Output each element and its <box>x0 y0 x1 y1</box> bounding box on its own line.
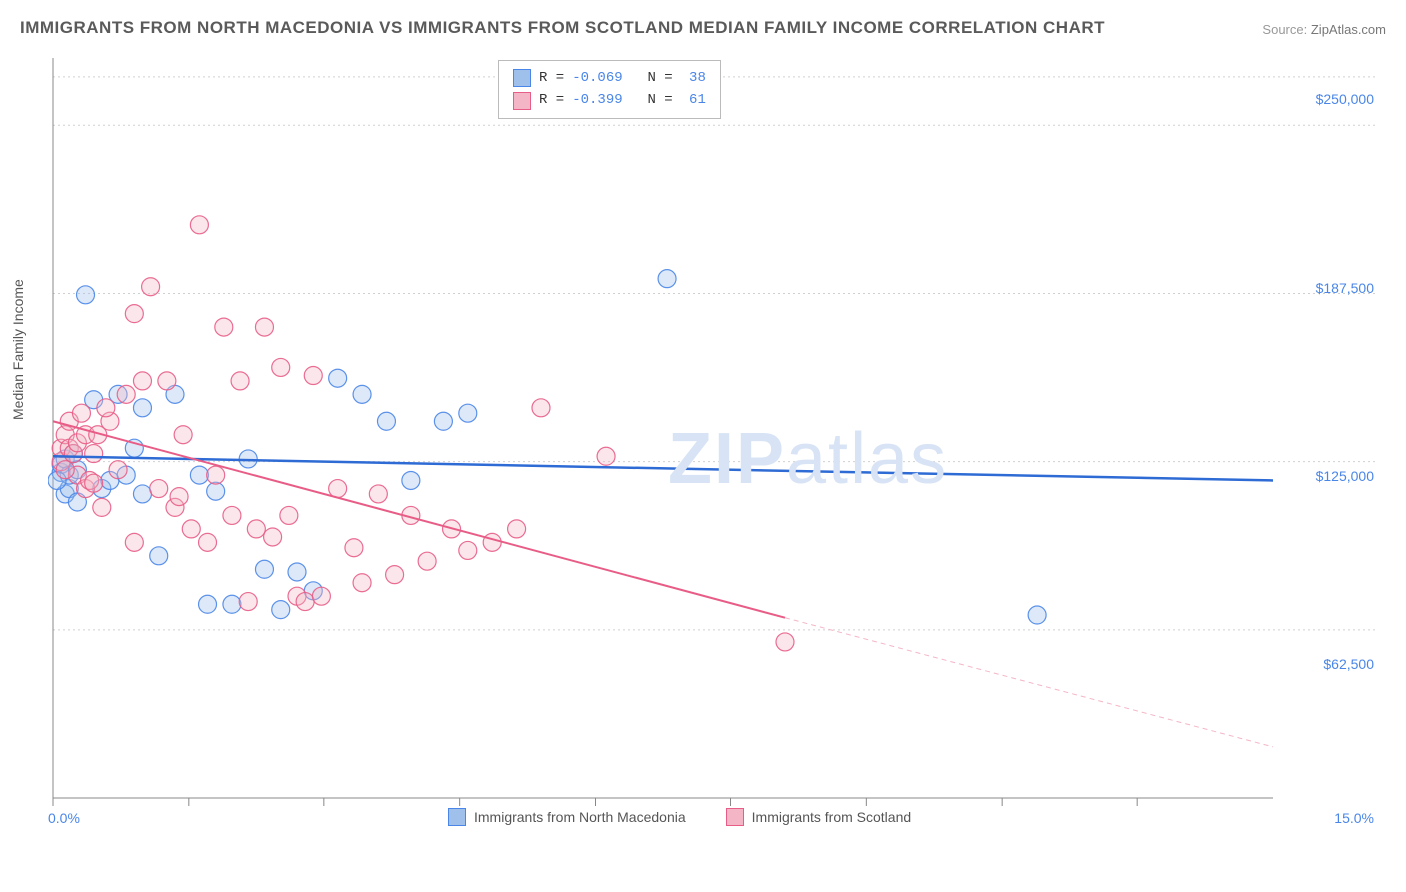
legend-swatch <box>513 92 531 110</box>
source-label: Source: <box>1262 22 1307 37</box>
y-tick-125k: $125,000 <box>1316 468 1374 484</box>
y-tick-62k: $62,500 <box>1323 656 1374 672</box>
legend-r-label: R = <box>539 89 564 111</box>
scatter-chart-svg <box>48 58 1386 828</box>
legend-n-value: 38 <box>681 67 706 89</box>
correlation-legend-row: R = -0.069 N = 38 <box>513 67 706 89</box>
chart-area: ZIPatlas R = -0.069 N = 38R = -0.399 N =… <box>48 58 1386 828</box>
legend-n-value: 61 <box>681 89 706 111</box>
legend-n-label: N = <box>631 89 673 111</box>
y-tick-250k: $250,000 <box>1316 91 1374 107</box>
x-tick-max: 15.0% <box>1334 810 1374 826</box>
chart-title: IMMIGRANTS FROM NORTH MACEDONIA VS IMMIG… <box>20 18 1105 38</box>
legend-r-value: -0.069 <box>572 67 622 89</box>
x-tick-min: 0.0% <box>48 810 80 826</box>
correlation-legend: R = -0.069 N = 38R = -0.399 N = 61 <box>498 60 721 119</box>
y-tick-187k: $187,500 <box>1316 280 1374 296</box>
legend-label-macedonia: Immigrants from North Macedonia <box>474 809 686 825</box>
legend-r-value: -0.399 <box>572 89 622 111</box>
source-attribution: Source: ZipAtlas.com <box>1262 22 1386 37</box>
series-legend: Immigrants from North Macedonia Immigran… <box>448 808 911 826</box>
correlation-legend-row: R = -0.399 N = 61 <box>513 89 706 111</box>
legend-r-label: R = <box>539 67 564 89</box>
legend-swatch <box>513 69 531 87</box>
source-value: ZipAtlas.com <box>1311 22 1386 37</box>
legend-swatch-scotland <box>726 808 744 826</box>
legend-item-scotland: Immigrants from Scotland <box>726 808 912 826</box>
legend-item-macedonia: Immigrants from North Macedonia <box>448 808 686 826</box>
y-axis-label: Median Family Income <box>10 279 26 420</box>
legend-swatch-macedonia <box>448 808 466 826</box>
legend-label-scotland: Immigrants from Scotland <box>752 809 912 825</box>
legend-n-label: N = <box>631 67 673 89</box>
